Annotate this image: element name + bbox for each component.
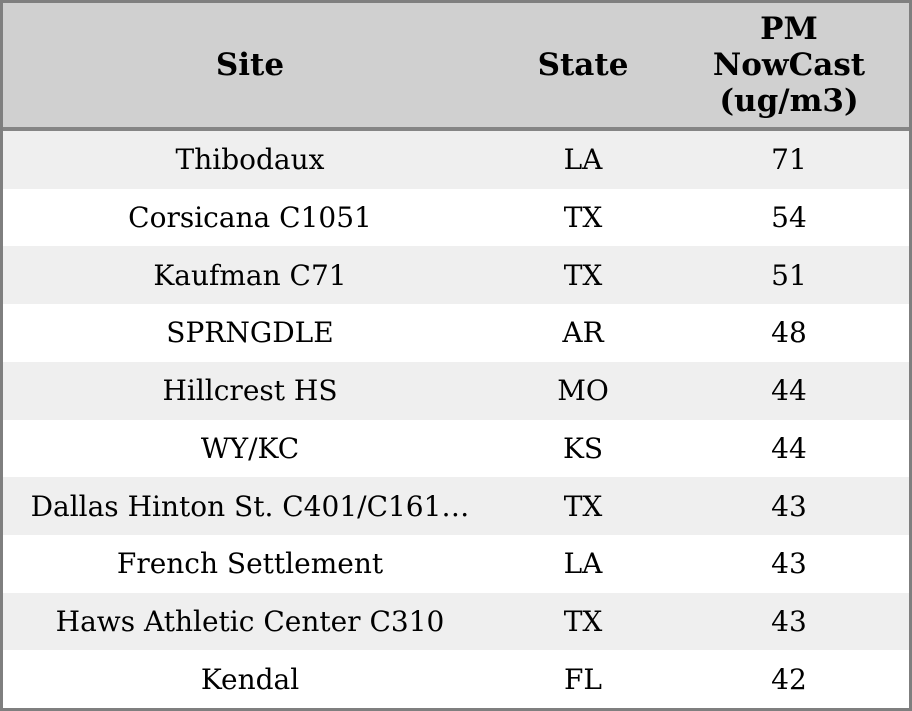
- pm-header-line-2: NowCast: [712, 47, 866, 83]
- pm-header-line-3: (ug/m3): [719, 83, 859, 119]
- column-header-pm-nowcast: PM NowCast (ug/m3): [669, 11, 909, 119]
- site-cell: French Settlement: [116, 547, 384, 581]
- table-row: SPRNGDLE AR 48: [3, 304, 909, 362]
- state-cell: KS: [562, 431, 604, 465]
- site-cell: Kaufman C71: [153, 258, 347, 292]
- pm-value-cell: 71: [771, 143, 807, 177]
- state-cell: TX: [563, 258, 603, 292]
- state-cell: TX: [563, 489, 603, 523]
- column-header-state: State: [537, 47, 629, 83]
- table-row: WY/KC KS 44: [3, 419, 909, 478]
- table-row: Dallas Hinton St. C401/C161… TX 43: [3, 477, 909, 535]
- state-cell: TX: [563, 604, 603, 638]
- table-row: Kendal FL 42: [3, 650, 909, 708]
- site-cell: WY/KC: [200, 431, 300, 465]
- site-cell: Kendal: [200, 662, 300, 696]
- pm-value-cell: 44: [771, 374, 807, 408]
- pm-value-cell: 44: [771, 431, 807, 465]
- state-cell: TX: [563, 201, 603, 235]
- site-cell: Hillcrest HS: [162, 374, 338, 408]
- table-row: Kaufman C71 TX 51: [3, 246, 909, 305]
- table-header-row: Site State PM NowCast (ug/m3): [3, 3, 909, 131]
- table-row: Haws Athletic Center C310 TX 43: [3, 592, 909, 651]
- state-cell: AR: [562, 316, 604, 350]
- pm-value-cell: 43: [771, 489, 807, 523]
- site-cell: Corsicana C1051: [128, 201, 372, 235]
- state-cell: FL: [563, 662, 603, 696]
- site-cell: Haws Athletic Center C310: [55, 604, 445, 638]
- pm-value-cell: 43: [771, 547, 807, 581]
- pm-value-cell: 42: [771, 662, 807, 696]
- site-cell: Dallas Hinton St. C401/C161…: [30, 489, 470, 523]
- table-row: French Settlement LA 43: [3, 534, 909, 593]
- column-header-site: Site: [215, 47, 285, 83]
- site-cell: SPRNGDLE: [166, 316, 334, 350]
- table-row: Thibodaux LA 71: [3, 131, 909, 189]
- pm-value-cell: 54: [771, 201, 807, 235]
- pm-header-line-1: PM: [760, 11, 818, 47]
- state-cell: MO: [557, 374, 609, 408]
- table-row: Corsicana C1051 TX 54: [3, 188, 909, 247]
- state-cell: LA: [563, 143, 603, 177]
- pm-value-cell: 48: [771, 316, 807, 350]
- table-row: Hillcrest HS MO 44: [3, 361, 909, 420]
- pm-value-cell: 51: [771, 258, 807, 292]
- pm-value-cell: 43: [771, 604, 807, 638]
- state-cell: LA: [563, 547, 603, 581]
- site-cell: Thibodaux: [175, 143, 325, 177]
- table-body: Thibodaux LA 71 Corsicana C1051 TX 54 Ka…: [3, 131, 909, 708]
